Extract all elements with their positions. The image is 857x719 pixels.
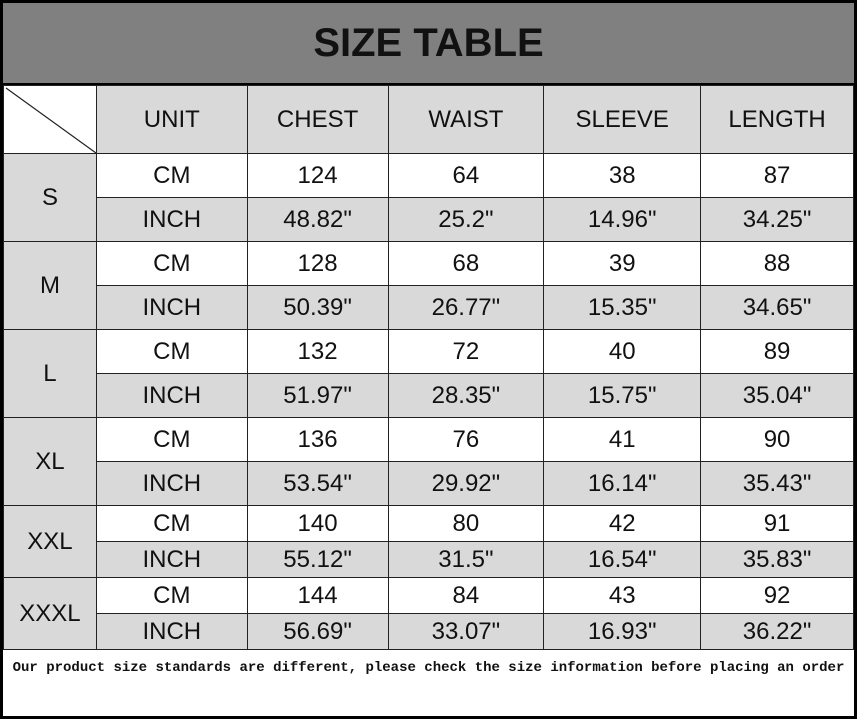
size-label: XXL xyxy=(3,505,97,578)
value-cell: 124 xyxy=(246,153,389,198)
value-cell: 87 xyxy=(700,153,854,198)
value-cell: 89 xyxy=(700,329,854,374)
value-cell: 35.04" xyxy=(700,373,854,418)
size-label: XL xyxy=(3,417,97,506)
value-cell: 43 xyxy=(543,577,702,614)
size-label: M xyxy=(3,241,97,330)
size-label: L xyxy=(3,329,97,418)
value-cell: 34.65" xyxy=(700,285,854,330)
value-cell: 29.92" xyxy=(387,461,545,506)
unit-cell: INCH xyxy=(95,541,248,578)
value-cell: 53.54" xyxy=(246,461,389,506)
value-cell: 92 xyxy=(700,577,854,614)
value-cell: 38 xyxy=(543,153,702,198)
value-cell: 36.22" xyxy=(700,613,854,650)
value-cell: 15.35" xyxy=(543,285,702,330)
value-cell: 64 xyxy=(387,153,545,198)
value-cell: 132 xyxy=(246,329,389,374)
table-row: S CM 124 64 38 87 xyxy=(3,153,854,242)
value-cell: 16.54" xyxy=(543,541,702,578)
table-row: INCH 53.54" 29.92" 16.14" 35.43" xyxy=(4,461,854,506)
table-row: XXXL CM 144 84 43 92 xyxy=(3,577,854,650)
unit-cell: INCH xyxy=(95,197,248,242)
unit-cell: INCH xyxy=(95,461,248,506)
value-cell: 50.39" xyxy=(246,285,389,330)
table-row: INCH 51.97" 28.35" 15.75" 35.04" xyxy=(4,373,854,418)
value-cell: 51.97" xyxy=(246,373,389,418)
table-row: L CM 132 72 40 89 xyxy=(3,329,854,418)
header-waist: WAIST xyxy=(387,85,545,154)
unit-cell: INCH xyxy=(95,613,248,650)
header-length: LENGTH xyxy=(700,85,854,154)
value-cell: 35.83" xyxy=(700,541,854,578)
value-cell: 16.14" xyxy=(543,461,702,506)
value-cell: 31.5" xyxy=(387,541,545,578)
header-row: UNIT CHEST WAIST SLEEVE LENGTH xyxy=(3,85,854,154)
unit-cell: INCH xyxy=(95,373,248,418)
value-cell: 56.69" xyxy=(246,613,389,650)
value-cell: 136 xyxy=(246,417,389,462)
header-unit: UNIT xyxy=(95,85,248,154)
value-cell: 16.93" xyxy=(543,613,702,650)
unit-cell: CM xyxy=(95,505,248,542)
value-cell: 33.07" xyxy=(387,613,545,650)
table-row: XXL CM 140 80 42 91 xyxy=(3,505,854,578)
value-cell: 84 xyxy=(387,577,545,614)
footer-note: Our product size standards are different… xyxy=(3,649,854,716)
table-title: SIZE TABLE xyxy=(3,3,854,85)
value-cell: 34.25" xyxy=(700,197,854,242)
unit-cell: CM xyxy=(95,153,248,198)
value-cell: 35.43" xyxy=(700,461,854,506)
size-label: XXXL xyxy=(3,577,97,650)
table-row: INCH 56.69" 33.07" 16.93" 36.22" xyxy=(4,613,854,650)
unit-cell: CM xyxy=(95,329,248,374)
value-cell: 48.82" xyxy=(246,197,389,242)
table-row: XL CM 136 76 41 90 xyxy=(3,417,854,506)
value-cell: 26.77" xyxy=(387,285,545,330)
table-row: INCH 50.39" 26.77" 15.35" 34.65" xyxy=(4,285,854,330)
value-cell: 90 xyxy=(700,417,854,462)
header-chest: CHEST xyxy=(246,85,389,154)
value-cell: 40 xyxy=(543,329,702,374)
value-cell: 140 xyxy=(246,505,389,542)
value-cell: 88 xyxy=(700,241,854,286)
table-row: INCH 48.82" 25.2" 14.96" 34.25" xyxy=(4,197,854,242)
unit-cell: CM xyxy=(95,577,248,614)
value-cell: 76 xyxy=(387,417,545,462)
header-sleeve: SLEEVE xyxy=(543,85,702,154)
unit-cell: CM xyxy=(95,417,248,462)
table-row: M CM 128 68 39 88 xyxy=(3,241,854,330)
value-cell: 91 xyxy=(700,505,854,542)
value-cell: 72 xyxy=(387,329,545,374)
value-cell: 15.75" xyxy=(543,373,702,418)
size-label: S xyxy=(3,153,97,242)
value-cell: 42 xyxy=(543,505,702,542)
value-cell: 41 xyxy=(543,417,702,462)
value-cell: 14.96" xyxy=(543,197,702,242)
unit-cell: CM xyxy=(95,241,248,286)
unit-cell: INCH xyxy=(95,285,248,330)
value-cell: 128 xyxy=(246,241,389,286)
value-cell: 28.35" xyxy=(387,373,545,418)
size-table: UNIT CHEST WAIST SLEEVE LENGTH S CM 124 64 3… xyxy=(3,85,854,650)
value-cell: 39 xyxy=(543,241,702,286)
value-cell: 55.12" xyxy=(246,541,389,578)
value-cell: 80 xyxy=(387,505,545,542)
value-cell: 144 xyxy=(246,577,389,614)
table-row: INCH 55.12" 31.5" 16.54" 35.83" xyxy=(4,541,854,578)
diagonal-corner-cell xyxy=(3,85,97,154)
value-cell: 25.2" xyxy=(387,197,545,242)
value-cell: 68 xyxy=(387,241,545,286)
